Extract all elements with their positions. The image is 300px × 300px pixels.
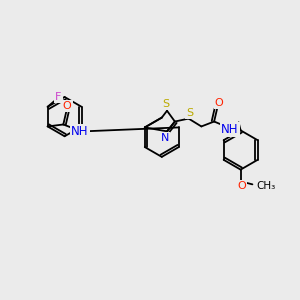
Text: O: O [63, 101, 72, 111]
Text: O: O [215, 98, 224, 108]
Text: O: O [237, 181, 246, 191]
Text: N: N [161, 133, 169, 143]
Text: NH: NH [221, 123, 238, 136]
Text: S: S [186, 108, 193, 118]
Text: NH: NH [71, 125, 89, 138]
Text: S: S [163, 99, 170, 109]
Text: F: F [55, 92, 61, 102]
Text: CH₃: CH₃ [256, 181, 276, 191]
